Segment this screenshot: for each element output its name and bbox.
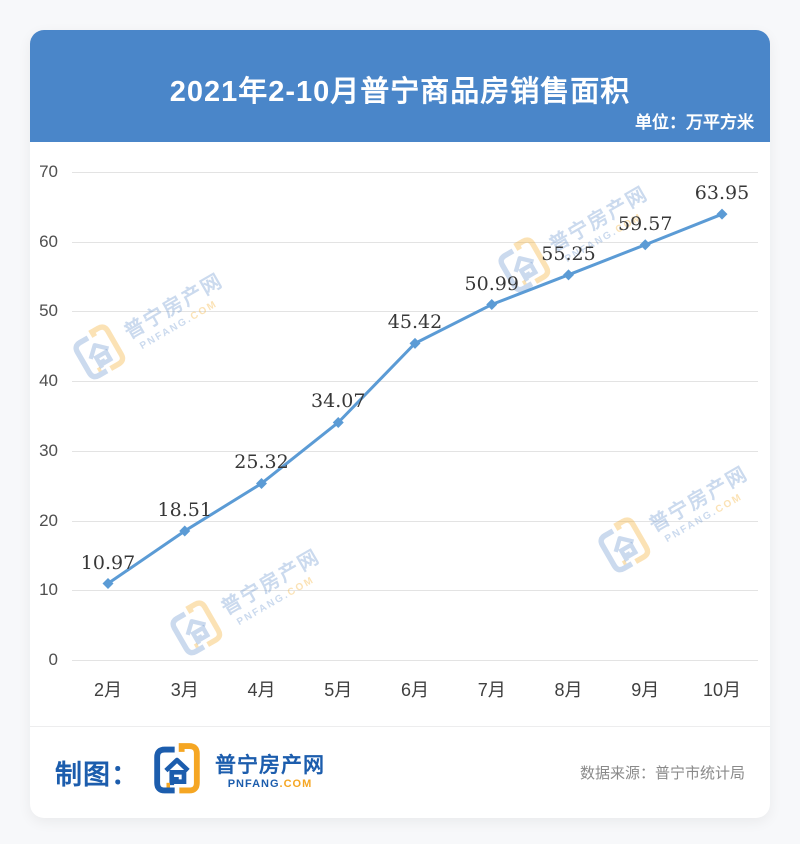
data-point-marker — [409, 337, 421, 349]
gridline — [72, 450, 758, 452]
unit-label: 单位：万平方米 — [635, 113, 754, 132]
made-by-group: 制图： 普宁房产网 PNFANG.COM — [55, 742, 325, 803]
y-axis-tick-label: 20 — [39, 510, 58, 530]
data-point-label: 25.32 — [234, 451, 289, 474]
data-point-marker — [639, 239, 651, 251]
chart-title: 2021年2-10月普宁商品房销售面积 — [169, 76, 631, 108]
made-by-label: 制图： — [55, 760, 139, 790]
brand-domain: PNFANG.COM — [228, 778, 313, 791]
y-axis-tick-label: 0 — [48, 650, 58, 669]
data-point-label: 18.51 — [157, 498, 212, 521]
gridline — [72, 172, 758, 173]
footer-bar: 制图： 普宁房产网 PNFANG.COM 数据来源：普宁市统计局 — [30, 726, 770, 818]
chart-card: 2021年2-10月普宁商品房销售面积 单位：万平方米 0 10 20 30 40 50 6… — [30, 30, 770, 818]
data-point-label: 34.07 — [311, 390, 366, 413]
data-point-marker — [716, 208, 728, 220]
pnfang-house-icon — [154, 743, 200, 794]
x-axis-tick-label: 9月 — [631, 680, 660, 700]
gridline — [72, 381, 758, 383]
line-chart: 0 10 20 30 40 50 60 70 10.97 18.51 25.32 34.07 45.42… — [30, 142, 770, 726]
brand-name: 普宁房产网 — [215, 754, 325, 778]
data-point-label: 59.57 — [618, 212, 673, 235]
x-axis-tick-label: 7月 — [477, 680, 506, 700]
data-point-marker — [102, 578, 114, 590]
x-axis-tick-label: 5月 — [324, 680, 353, 700]
gridline — [72, 520, 758, 522]
data-point-marker — [332, 416, 344, 428]
x-axis-tick-label: 3月 — [170, 680, 199, 700]
data-point-label: 10.97 — [80, 551, 136, 574]
plot-area: 0 10 20 30 40 50 60 70 10.97 18.51 25.32 34.07 45.42… — [39, 162, 758, 669]
series-line — [107, 212, 723, 585]
data-point-marker — [563, 269, 574, 281]
pnfang-logo-icon — [149, 742, 205, 803]
brand-block: 普宁房产网 PNFANG.COM — [215, 754, 325, 791]
data-point-label: 63.95 — [694, 182, 750, 205]
y-axis-tick-label: 60 — [39, 231, 58, 251]
data-point-marker — [179, 525, 191, 537]
gridline — [72, 660, 758, 661]
gridline — [72, 241, 758, 243]
y-axis-tick-label: 50 — [39, 301, 58, 321]
brand-domain-tld: .COM — [279, 778, 313, 791]
y-axis-tick-label: 30 — [39, 440, 58, 460]
line-series — [102, 208, 728, 590]
data-point-label: 50.99 — [464, 272, 519, 295]
data-point-label: 45.42 — [387, 311, 443, 334]
x-axis-tick-label: 2月 — [93, 680, 123, 700]
x-axis-tick-label: 4月 — [247, 680, 276, 700]
y-axis-tick-label: 70 — [39, 162, 58, 181]
data-point-label: 55.25 — [541, 242, 596, 265]
data-point-marker — [256, 477, 267, 489]
chart-header: 2021年2-10月普宁商品房销售面积 单位：万平方米 — [30, 30, 770, 142]
x-axis-tick-label: 8月 — [554, 680, 583, 700]
x-axis-tick-label: 6月 — [400, 680, 430, 700]
y-axis-tick-label: 10 — [39, 580, 58, 600]
gridline — [72, 311, 758, 313]
data-point-marker — [486, 299, 498, 311]
brand-domain-name: PNFANG — [227, 778, 280, 791]
gridline — [72, 590, 758, 592]
x-axis-tick-label: 10月 — [702, 680, 742, 700]
data-source: 数据来源：普宁市统计局 — [579, 765, 745, 782]
y-axis-tick-label: 40 — [39, 371, 58, 391]
